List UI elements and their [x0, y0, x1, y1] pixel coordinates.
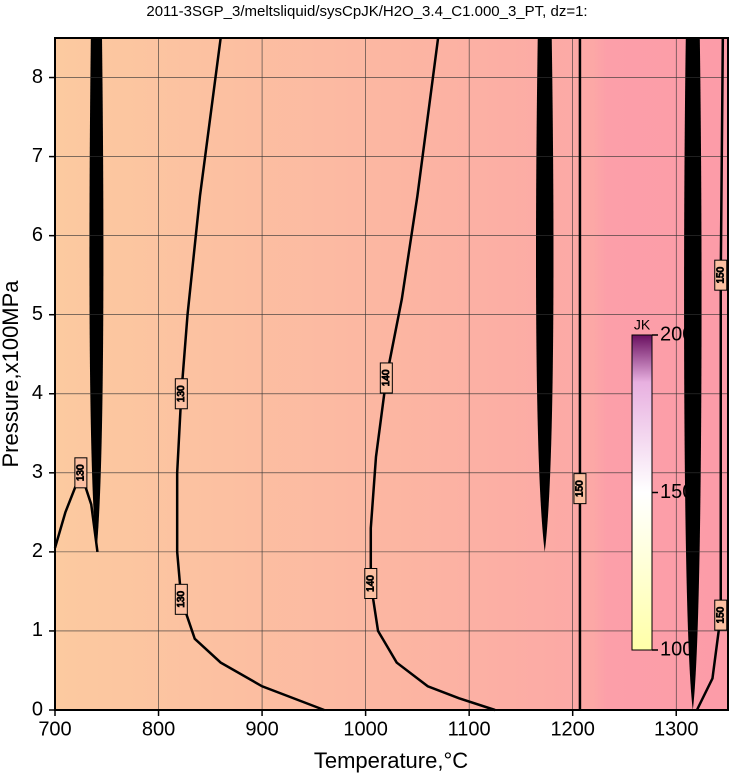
contour-line [175, 37, 325, 712]
plot-frame [54, 37, 729, 711]
x-tick-label: 1100 [448, 718, 491, 740]
y-tick-label: 0 [32, 698, 43, 720]
contour-label-bg [174, 583, 188, 615]
dense-contours [89, 38, 702, 710]
y-tick-label: 1 [32, 619, 43, 641]
x-tick-label: 1300 [654, 718, 699, 740]
y-tick-label: 3 [32, 461, 43, 483]
contour-label-bg [364, 568, 378, 600]
x-tick-label: 1000 [343, 718, 388, 740]
colorbar-tick-label: 200 [660, 323, 693, 345]
y-tick-label: 6 [32, 224, 43, 246]
contour-label-bg [714, 259, 728, 291]
contour-label: 130 [176, 591, 187, 608]
x-axis-label: Temperature,°C [314, 748, 468, 773]
y-axis-label: Pressure,x100MPa [0, 280, 23, 468]
contour-line [369, 37, 496, 712]
x-tick-label: 700 [38, 718, 71, 740]
contour-label-bg [714, 599, 728, 631]
y-tick-label: 5 [32, 303, 43, 325]
y-tick-label: 8 [32, 66, 43, 88]
contour-label-bg [74, 457, 88, 489]
x-tick-label: 800 [142, 718, 175, 740]
colorbar-tick-label: 150 [660, 481, 693, 503]
colorbar-tick-label: 100 [660, 638, 693, 660]
y-tick-label: 7 [32, 145, 43, 167]
contour-label: 150 [715, 266, 726, 283]
chart-title: 2011-3SGP_3/meltsliquid/sysCpJK/H2O_3.4_… [146, 3, 587, 20]
x-tick-label: 900 [245, 718, 278, 740]
colorbar [631, 334, 653, 651]
colorbar-label: JK [634, 317, 651, 333]
x-tick-label: 1200 [550, 718, 595, 740]
contour-label-bg [573, 473, 587, 505]
contour-label: 150 [575, 480, 586, 497]
contour-label-bg [174, 378, 188, 410]
contour-label: 140 [365, 575, 376, 592]
contour-line [695, 37, 725, 711]
contour-label: 130 [176, 385, 187, 402]
y-tick-label: 4 [32, 382, 43, 404]
contour-label: 150 [715, 606, 726, 623]
contour-label: 130 [76, 464, 87, 481]
y-tick-label: 2 [32, 540, 43, 562]
contour-label: 140 [381, 369, 392, 386]
contour-label-bg [379, 362, 393, 394]
